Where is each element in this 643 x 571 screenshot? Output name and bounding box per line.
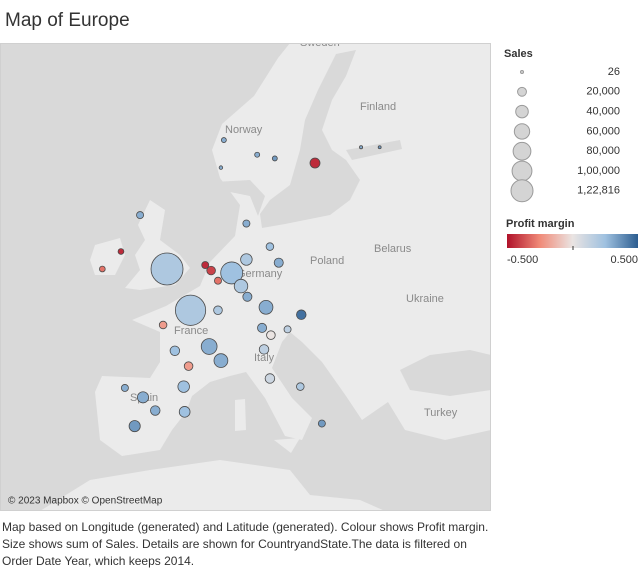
sales-bubble	[296, 309, 307, 320]
size-legend-circle	[520, 70, 524, 74]
size-legend-circle	[515, 104, 529, 119]
country-label: France	[174, 325, 208, 337]
sales-bubble	[177, 380, 190, 393]
size-legend-circle	[513, 123, 531, 140]
sales-bubble	[242, 291, 253, 302]
size-legend-label: 26	[608, 66, 620, 78]
sales-bubble	[254, 151, 261, 158]
sales-bubble	[150, 405, 161, 416]
sales-bubble	[257, 322, 268, 333]
sales-bubble	[258, 344, 270, 355]
size-legend-label: 1,00,000	[577, 165, 620, 177]
sales-bubble	[200, 338, 218, 355]
sales-bubble	[264, 373, 276, 384]
map: Sweden Finland Norway Belarus Poland Ger…	[0, 37, 491, 511]
sales-bubble	[242, 219, 251, 228]
color-legend-label: 0.500	[610, 254, 638, 266]
country-label: Germany	[237, 268, 283, 280]
country-label: Turkey	[424, 407, 458, 419]
sales-bubble	[169, 345, 181, 356]
title: Map of Europe	[5, 10, 130, 31]
size-legend-label: 80,000	[586, 145, 620, 157]
africa	[40, 460, 385, 511]
sardinia	[235, 399, 246, 431]
baltic-sea	[260, 50, 360, 228]
color-ramp	[507, 234, 638, 248]
sales-bubble	[309, 157, 321, 169]
sales-bubble	[283, 325, 292, 334]
sales-bubble	[377, 145, 382, 150]
sales-bubble	[317, 419, 326, 428]
size-legend-label: 60,000	[586, 125, 620, 137]
sales-bubble	[359, 145, 364, 150]
sales-bubble	[240, 253, 253, 266]
sales-bubble	[233, 278, 249, 294]
sales-bubble	[296, 382, 305, 391]
sales-bubble	[174, 294, 207, 326]
ireland	[90, 238, 125, 275]
black-sea	[400, 350, 491, 396]
color-legend-title: Profit margin	[506, 218, 575, 230]
skagerrak	[214, 180, 265, 216]
country-label: Norway	[225, 124, 263, 136]
size-legend-label: 40,000	[586, 106, 620, 118]
country-label: Poland	[310, 255, 344, 267]
gulf-of-finland	[346, 140, 402, 160]
sales-bubble	[214, 276, 222, 285]
sales-bubble	[218, 165, 224, 170]
sales-bubble	[128, 420, 141, 433]
size-legend-label: 1,22,816	[577, 185, 620, 197]
size-legend-circle	[511, 160, 533, 182]
sales-bubble	[158, 320, 168, 330]
sales-bubble	[117, 248, 125, 255]
map-frame	[0, 43, 491, 511]
sales-bubble	[213, 353, 229, 368]
size-legend-label: 20,000	[586, 86, 620, 98]
sales-bubble	[213, 305, 223, 316]
country-label: Sweden	[300, 37, 340, 49]
size-legend-circle	[512, 141, 532, 161]
sales-bubble	[136, 211, 145, 220]
sales-bubble	[220, 261, 244, 285]
country-label: Belarus	[374, 243, 412, 255]
sales-bubble	[258, 299, 274, 315]
sales-bubble	[99, 265, 106, 273]
legend: 26 20,000 40,000 60,000 80,000 1,00,000 1,22,8…	[507, 66, 638, 266]
country-label: Finland	[360, 101, 396, 113]
sales-bubble	[137, 391, 150, 404]
sicily	[274, 438, 300, 453]
sales-bubble	[273, 257, 284, 268]
color-legend-label: -0.500	[507, 254, 538, 266]
sales-bubble	[266, 330, 276, 340]
sales-bubble	[220, 137, 227, 143]
sales-bubble	[206, 265, 216, 276]
sales-bubble	[150, 252, 184, 286]
attribution: © 2023 Mapbox © OpenStreetMap	[8, 496, 163, 507]
sales-bubble	[265, 242, 275, 251]
size-legend-circle	[517, 86, 527, 97]
sales-bubble	[271, 155, 278, 162]
sales-bubble	[201, 261, 210, 269]
points	[99, 137, 382, 433]
sales-bubble	[120, 384, 129, 392]
sales-bubble	[178, 406, 191, 418]
size-legend-title: Sales	[504, 48, 533, 60]
caption: Map based on Longitude (generated) and L…	[2, 520, 489, 568]
country-label: Ukraine	[406, 293, 444, 305]
size-legend-circle	[510, 179, 534, 203]
sales-bubble	[183, 361, 194, 371]
country-label: Italy	[254, 352, 275, 364]
